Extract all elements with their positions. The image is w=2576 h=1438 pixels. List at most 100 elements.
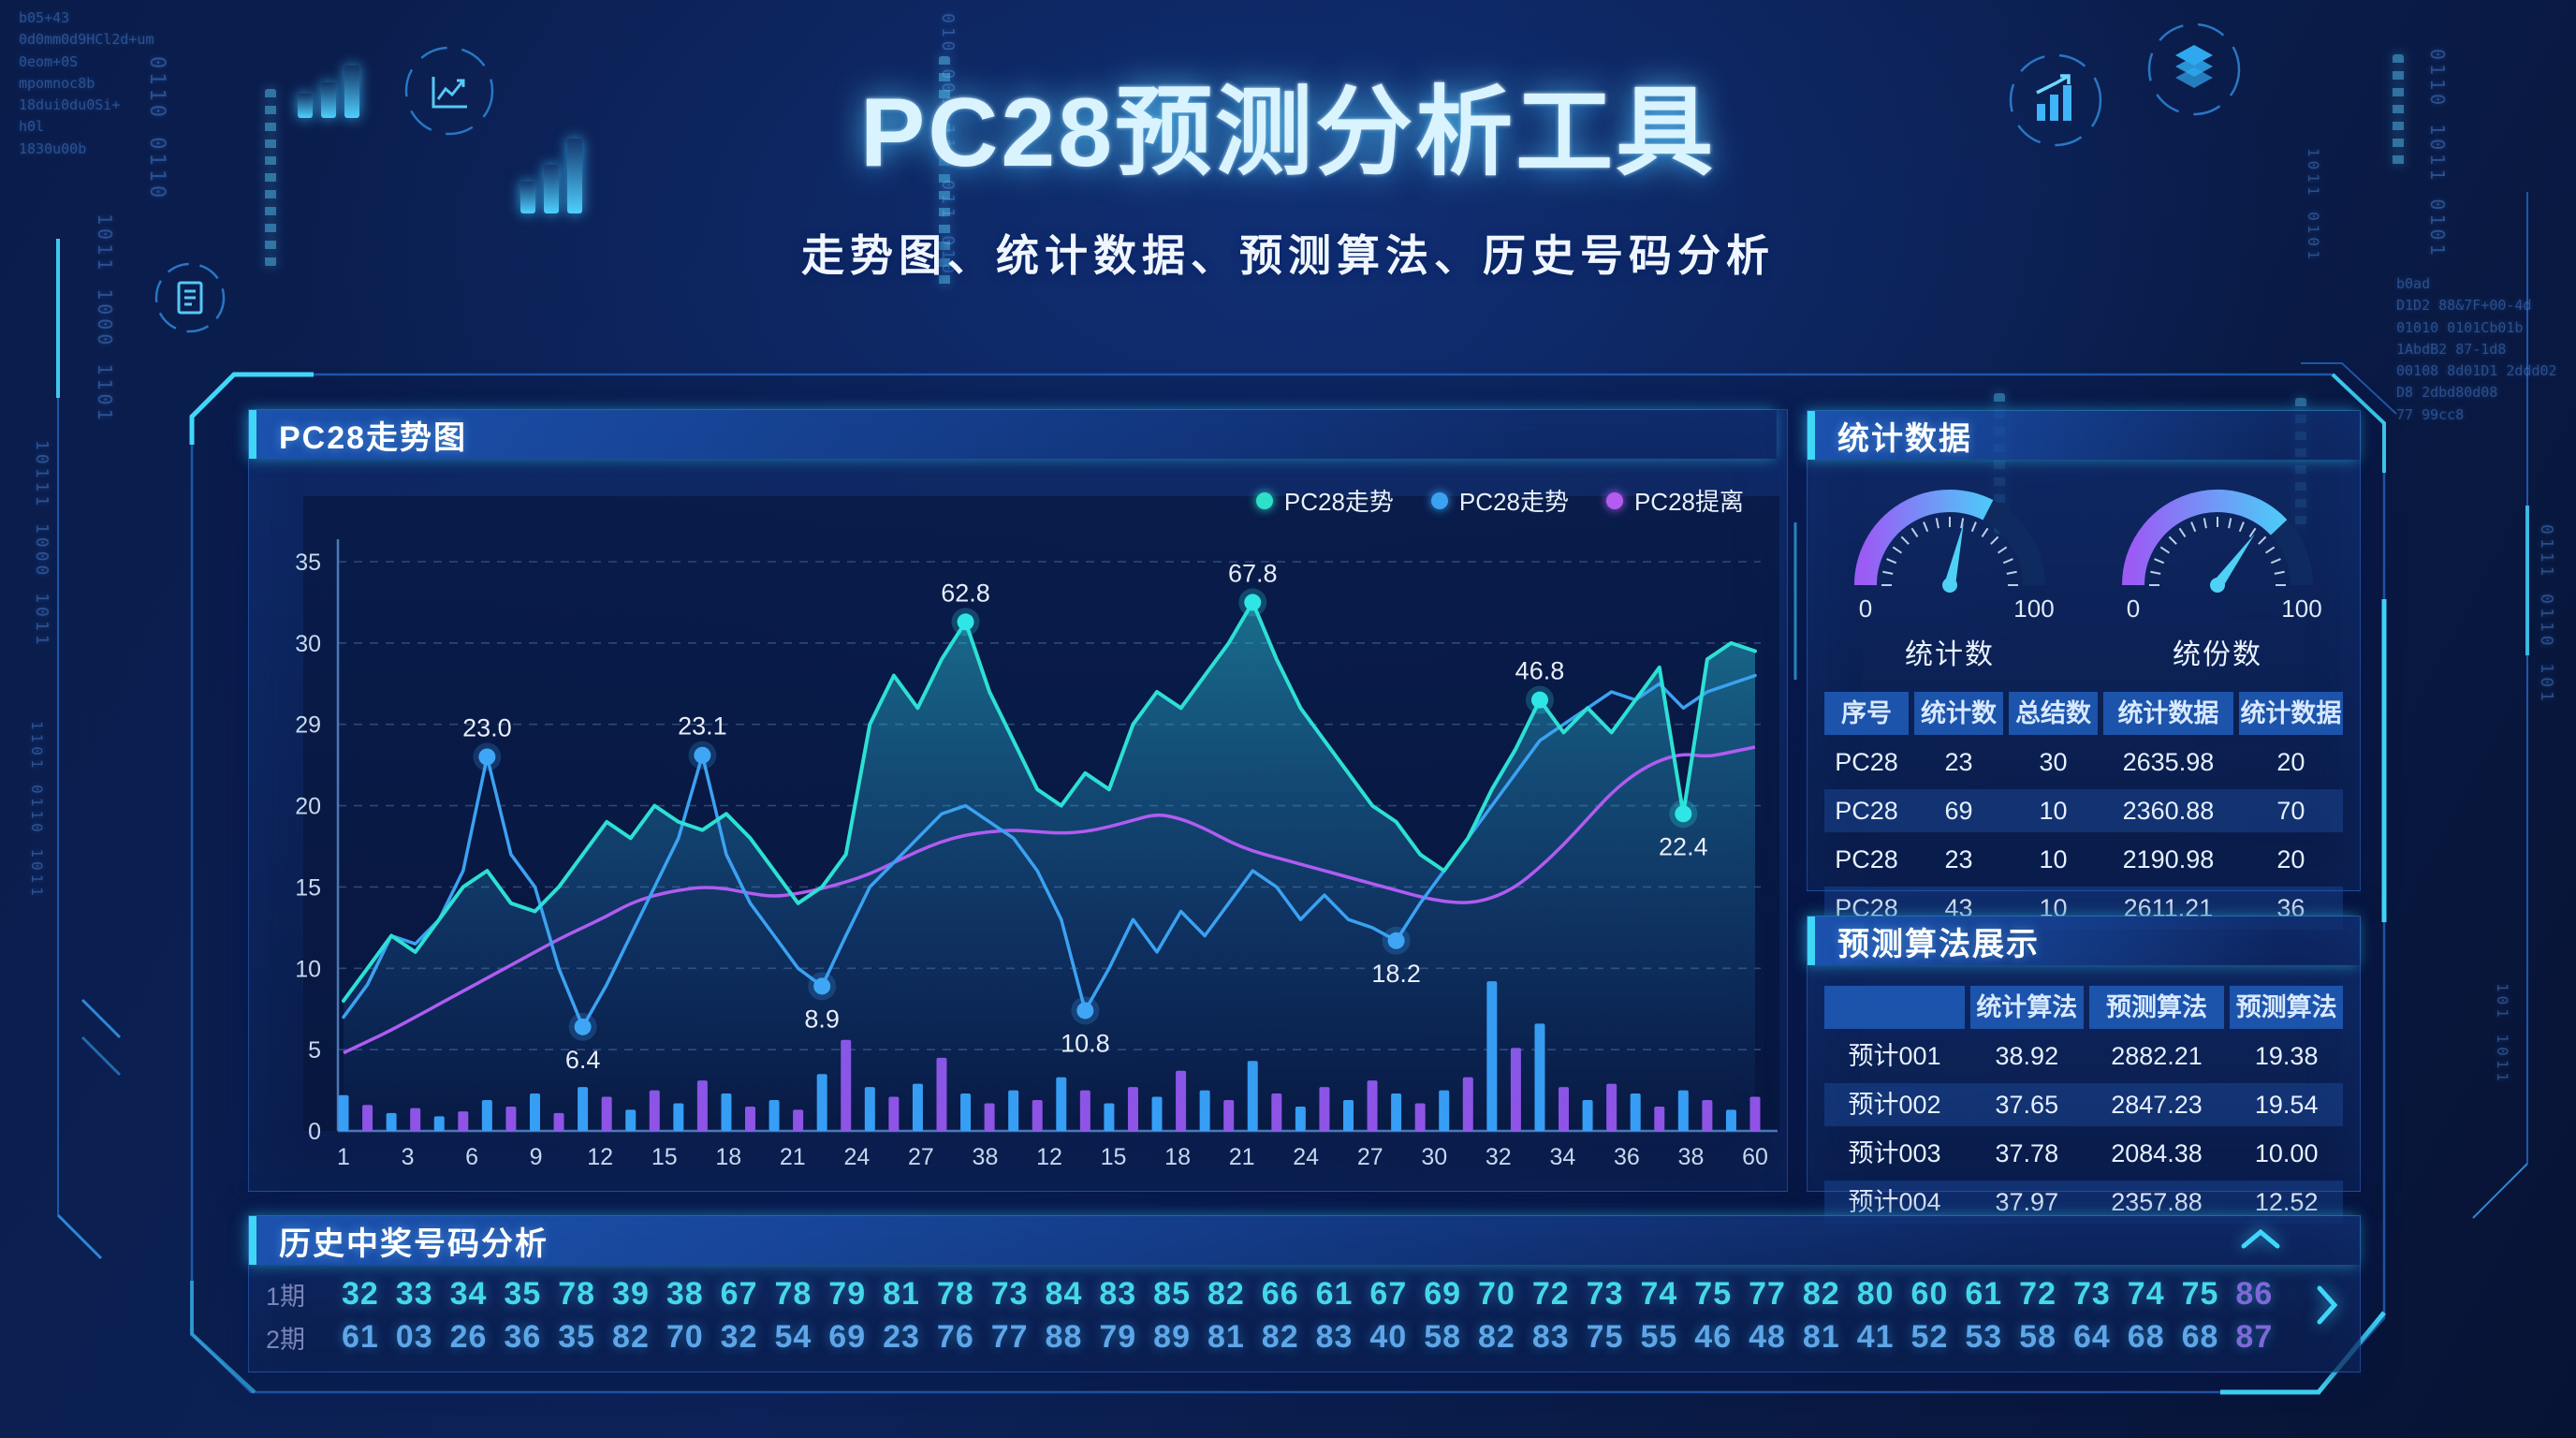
history-panel: 历史中奖号码分析 1期 32 33 34 35 78 39 38 67 78 79 81 78 73 84 8…	[248, 1215, 2361, 1372]
history-number: 03	[395, 1318, 433, 1355]
data-point-label: 23.0	[462, 713, 512, 741]
table-cell: 10	[2039, 845, 2068, 873]
table-cell: 23	[1944, 748, 1973, 776]
history-number: 35	[504, 1275, 542, 1312]
collapse-up-icon[interactable]	[2240, 1227, 2281, 1250]
table-row: PC28 23 10 2190.98 20	[1824, 838, 2343, 881]
x-axis-tick: 21	[1229, 1144, 1255, 1170]
history-number: 73	[990, 1275, 1029, 1312]
data-point-marker	[574, 1018, 592, 1035]
history-number: 83	[1099, 1275, 1137, 1312]
legend-item[interactable]: PC28提离	[1605, 483, 1744, 518]
teal-series-line	[342, 600, 1757, 1003]
legend-item[interactable]: PC28走势	[1430, 483, 1569, 518]
table-cell: 20	[2276, 845, 2305, 873]
gauge: 0 100 统份数	[2090, 471, 2345, 672]
legend-dot-icon	[1255, 492, 1273, 509]
decor-bar-cluster	[298, 66, 359, 118]
data-point-marker	[1387, 932, 1405, 949]
decor-data-rain	[2393, 54, 2404, 167]
table-cell: 2847.23	[2111, 1091, 2203, 1119]
history-number: 83	[1315, 1318, 1354, 1355]
table-cell: 38.92	[1995, 1042, 2059, 1070]
data-point-marker	[1076, 1002, 1094, 1020]
gauge-dial: 0 100	[1854, 490, 2055, 623]
gauge-needle	[1944, 522, 1964, 587]
table-cell: 2360.88	[2122, 797, 2215, 825]
gauge-dial: 0 100	[2122, 490, 2322, 623]
table-cell: 10.00	[2254, 1139, 2319, 1167]
history-row-2: 2期 61 03 26 36 35 82 70 32 54 69 23 76 77 88 79 89 81 82 83…	[266, 1315, 2281, 1358]
chart-legend: PC28走势 PC28走势 PC28提离	[1255, 483, 1744, 518]
data-point-label: 46.8	[1515, 657, 1565, 685]
line-chart-icon	[404, 46, 494, 136]
bar-chart-icon	[2009, 53, 2102, 147]
decor-code-stream: b05+43 0d0mm0d9HCl2d+um 0eom+0S mpomnoc8…	[19, 9, 154, 157]
decor-code-stream: 0111 0110 101	[2536, 524, 2556, 705]
table-cell: 2357.88	[2111, 1188, 2203, 1216]
history-number: 81	[1802, 1318, 1840, 1355]
table-cell: PC28	[1835, 748, 1898, 776]
table-row: 预计003 37.78 2084.38 10.00	[1824, 1132, 2343, 1175]
table-header-cell: 预测算法	[2088, 986, 2225, 1029]
data-point-marker	[957, 613, 974, 631]
history-number: 69	[1424, 1275, 1462, 1312]
table-cell: 12.52	[2254, 1188, 2319, 1216]
legend-dot-icon	[1430, 492, 1448, 509]
history-number: 34	[449, 1275, 488, 1312]
x-axis-tick: 27	[908, 1144, 934, 1170]
table-cell: 预计001	[1848, 1042, 1941, 1070]
y-axis-tick: 30	[295, 631, 321, 657]
history-number: 35	[558, 1318, 596, 1355]
history-number: 48	[1749, 1318, 1786, 1355]
history-number: 23	[883, 1318, 920, 1355]
table-header-cell: 统计数	[1914, 692, 2003, 735]
table-cell: 预计003	[1848, 1139, 1941, 1167]
table-cell: 19.54	[2254, 1091, 2319, 1119]
history-number: 76	[936, 1318, 974, 1355]
page-title: PC28预测分析工具	[859, 79, 1717, 187]
x-axis-tick: 38	[973, 1144, 999, 1170]
y-axis-tick: 20	[295, 794, 321, 820]
x-axis-tick: 27	[1357, 1144, 1383, 1170]
x-axis-tick: 24	[843, 1144, 870, 1170]
history-number: 69	[828, 1318, 867, 1355]
table-header-cell: 预测算法	[2230, 986, 2343, 1029]
decor-code-stream: 10111 1000 1011	[31, 440, 51, 649]
legend-item[interactable]: PC28走势	[1255, 483, 1394, 518]
data-point-marker	[1244, 594, 1262, 611]
history-number: 40	[1369, 1318, 1408, 1355]
next-page-icon[interactable]	[2315, 1284, 2339, 1327]
gauges: 0 100 统计数 0 100 统份数	[1808, 471, 2360, 672]
table-cell: 23	[1944, 845, 1973, 873]
history-number: 82	[1261, 1318, 1299, 1355]
history-number: 53	[1965, 1318, 2003, 1355]
legend-dot-icon	[1605, 492, 1623, 509]
history-number: 66	[1261, 1275, 1299, 1312]
layers-icon	[2147, 22, 2241, 116]
history-number: 78	[558, 1275, 596, 1312]
table-header-cell: 序号	[1824, 692, 1909, 735]
table-cell: 2882.21	[2111, 1042, 2203, 1070]
history-number: 64	[2072, 1318, 2111, 1355]
table-cell: 30	[2039, 748, 2068, 776]
x-axis-tick: 3	[402, 1144, 415, 1170]
table-header-cell: 统计数据	[2238, 692, 2343, 735]
trend-chart-header: PC28走势图	[249, 410, 1777, 459]
history-number: 36	[504, 1318, 542, 1355]
history-panel-title: 历史中奖号码分析	[279, 1225, 549, 1262]
table-cell: 69	[1944, 797, 1973, 825]
table-cell: 10	[2039, 797, 2068, 825]
history-number: 74	[1640, 1275, 1678, 1312]
history-number: 68	[2127, 1318, 2165, 1355]
decor-code-stream: 0110 1011 0101	[2426, 49, 2449, 259]
prediction-panel-title: 预测算法展示	[1837, 926, 2040, 962]
table-row: 预计001 38.92 2882.21 19.38	[1824, 1034, 2343, 1078]
table-header-cell: 统计算法	[1970, 986, 2084, 1029]
gauge-caption: 统份数	[2173, 639, 2262, 670]
history-number: 61	[1315, 1275, 1354, 1312]
table-row: PC28 69 10 2360.88 70	[1824, 789, 2343, 832]
x-axis-tick: 34	[1549, 1144, 1575, 1170]
gauge-max-label: 100	[2013, 594, 2054, 623]
history-number: 81	[1207, 1318, 1245, 1355]
